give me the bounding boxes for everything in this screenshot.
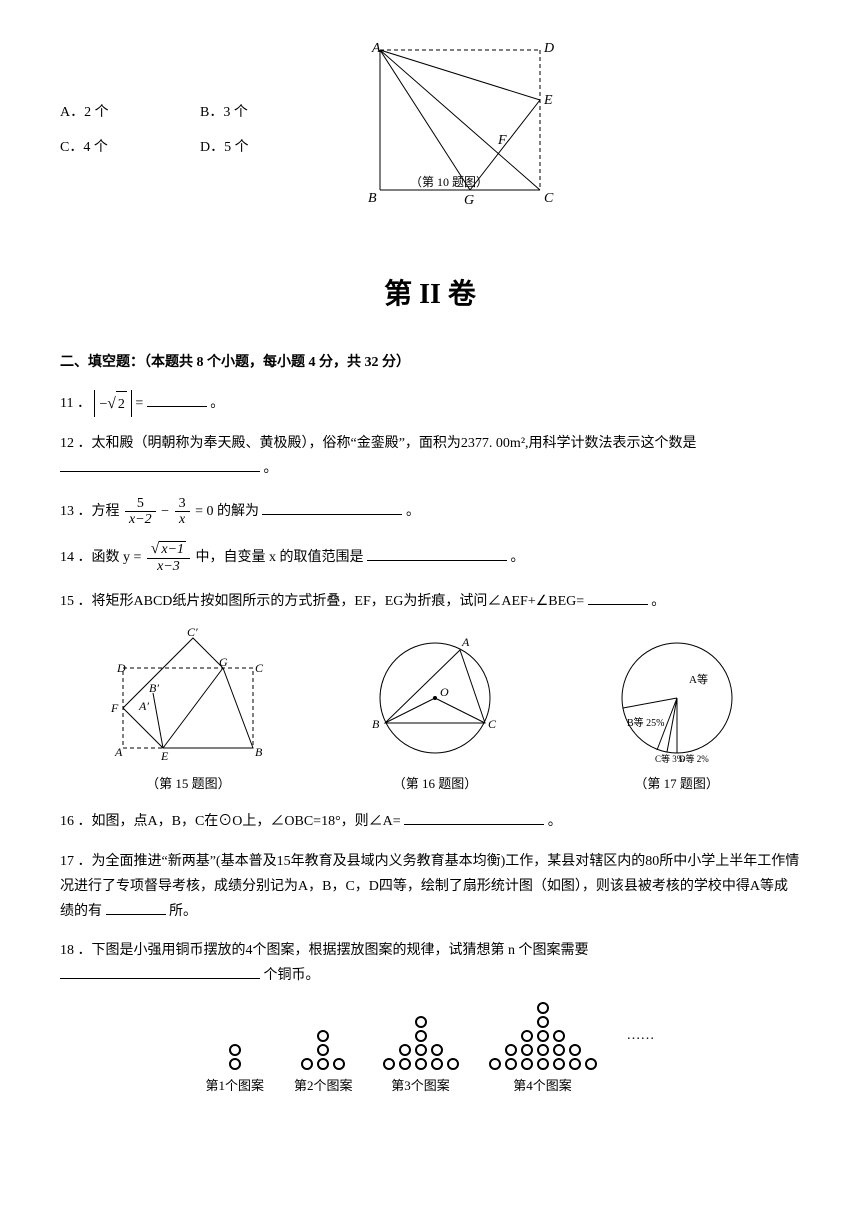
svg-text:B等 25%: B等 25% [627,716,665,729]
q10-figure: A D E F B G C （第 10 题图） [360,40,560,210]
q12-blank [60,457,260,472]
svg-text:A′: A′ [138,699,149,713]
q12: 12 ．太和殿（明朝称为奉天殿、黄极殿），俗称“金銮殿”，面积为2377. 00… [60,431,800,481]
q13-pre: 13 ．方程 [60,504,123,519]
svg-text:E: E [160,749,169,763]
main-title: 第 II 卷 [60,270,800,320]
lbl-F: F [497,133,507,148]
q18: 18 ．下图是小强用铜币摆放的4个图案，根据摆放图案的规律，试猜想第 n 个图案… [60,938,800,988]
q10-ans-d: D．5 个 [200,135,300,160]
q10-answers: A．2 个 B．3 个 C．4 个 D．5 个 [60,100,320,160]
svg-text:F: F [110,701,119,715]
q10-ans-a-text: 2 个 [84,105,109,120]
coin-fig-1: 第1个图案 [205,1044,264,1097]
coin-figures: 第1个图案 第2个图案 第3个图案 第4个图案 …… [60,1002,800,1097]
lbl-E: E [543,93,553,108]
q11-radicand: 2 [116,391,127,417]
q10-ans-b: B．3 个 [200,100,300,125]
q18-text: 18 ．下图是小强用铜币摆放的4个图案，根据摆放图案的规律，试猜想第 n 个图案… [60,943,589,958]
q14: 14 ．函数 y = x−1 x−3 中，自变量 x 的取值范围是 。 [60,541,800,574]
q13-num1: 5 [125,496,156,512]
section2-heading: 二、填空题：（本题共 8 个小题，每小题 4 分，共 32 分） [60,350,800,375]
lbl-B: B [368,191,377,206]
coin-fig-3: 第3个图案 [383,1016,459,1097]
fig16-cap: （第 16 题图） [360,772,510,795]
q10-ans-b-text: 3 个 [223,105,248,120]
q17-end: 所。 [169,904,197,919]
q13-num2: 3 [175,496,190,512]
svg-text:G: G [219,655,228,669]
q18-end: 个铜币。 [264,968,320,983]
svg-text:D: D [116,661,126,675]
q15-end: 。 [651,594,665,609]
svg-text:B: B [372,717,380,731]
q11-pre: 11 ． [60,396,91,411]
q15-text: 15 ．将矩形ABCD纸片按如图所示的方式折叠，EF，EG为折痕，试问∠AEF+… [60,594,584,609]
q13-blank [262,500,402,515]
q17: 17 ．为全面推进“新两基”(基本普及15年教育及县域内义务教育基本均衡)工作，… [60,849,800,925]
svg-text:A: A [114,745,123,759]
q15: 15 ．将矩形ABCD纸片按如图所示的方式折叠，EF，EG为折痕，试问∠AEF+… [60,589,800,614]
q13-end: 。 [406,504,420,519]
coin-dots: …… [627,1023,655,1078]
lbl-G: G [464,193,474,208]
coin-fig-4: 第4个图案 [489,1002,597,1097]
coin-cap-3: 第3个图案 [383,1074,459,1097]
coin-cap-4: 第4个图案 [489,1074,597,1097]
fig17-cap: （第 17 题图） [597,772,757,795]
fig16: O A B C （第 16 题图） [360,628,510,795]
fig17: A等 B等 25% C等 3% D等 2% （第 17 题图） [597,628,757,795]
q10-ans-d-text: 5 个 [224,140,249,155]
q14-end: 。 [511,550,525,565]
figure-row: D C A B E F G C′ A′ B′ （第 15 题图） O A B [60,628,800,795]
svg-text:C: C [255,661,264,675]
q14-den: x−3 [147,559,190,574]
fig15-cap: （第 15 题图） [103,772,273,795]
lbl-D: D [543,41,554,56]
q10-ans-c-text: 4 个 [83,140,108,155]
svg-text:A: A [461,635,470,649]
q10-ans-a: A．2 个 [60,100,160,125]
q15-blank [588,590,648,605]
svg-text:C: C [488,717,497,731]
q16-end: 。 [548,814,562,829]
q14-pre: 14 ．函数 y = [60,550,145,565]
svg-text:O: O [440,685,449,699]
q13-eq: = 0 的解为 [195,504,259,519]
fig15: D C A B E F G C′ A′ B′ （第 15 题图） [103,628,273,795]
q13-minus: − [161,504,172,519]
q10-figcap-inline: （第 10 题图） [410,175,488,189]
q17-blank [106,900,166,915]
svg-text:A等: A等 [689,672,708,686]
q16-text: 16 ．如图，点A，B，C在⊙O上，∠OBC=18°，则∠A= [60,814,401,829]
q11-eq: = [135,396,143,411]
svg-text:B′: B′ [149,681,159,695]
q11-blank [147,392,207,407]
svg-text:C′: C′ [187,628,198,639]
coin-cap-2: 第2个图案 [294,1074,353,1097]
q12-text: 12 ．太和殿（明朝称为奉天殿、黄极殿），俗称“金銮殿”，面积为2377. 00… [60,436,697,451]
q11: 11 ． −2 = 。 [60,390,800,418]
lbl-A: A [371,41,381,56]
q12-end: 。 [264,461,278,476]
q14-mid: 中，自变量 x 的取值范围是 [196,550,364,565]
q18-blank [60,964,260,979]
q13: 13 ．方程 5x−2 − 3x = 0 的解为 。 [60,496,800,528]
coin-cap-1: 第1个图案 [205,1074,264,1097]
svg-text:B: B [255,745,263,759]
q11-abs: −2 [94,390,131,418]
q10-ans-c: C．4 个 [60,135,160,160]
coin-fig-2: 第2个图案 [294,1030,353,1097]
q11-end: 。 [210,396,224,411]
lbl-C: C [544,191,554,206]
q13-den1: x−2 [125,512,156,527]
svg-text:D等 2%: D等 2% [679,753,709,764]
q14-blank [367,546,507,561]
q14-num: x−1 [159,541,186,557]
q13-den2: x [175,512,190,527]
q16-blank [404,810,544,825]
q16: 16 ．如图，点A，B，C在⊙O上，∠OBC=18°，则∠A= 。 [60,809,800,834]
